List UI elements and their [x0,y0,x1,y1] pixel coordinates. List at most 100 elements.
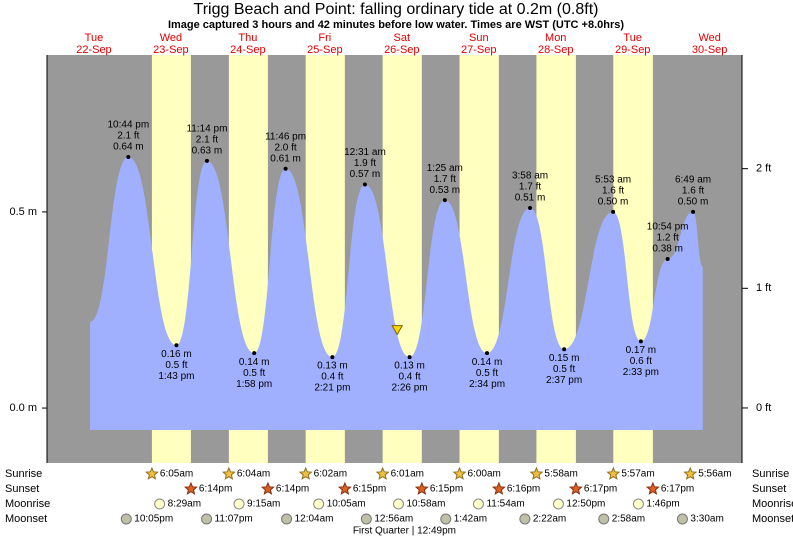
sunset-icon [491,481,506,495]
sunset-time: 6:17pm [584,484,617,495]
sunrise-time: 5:56am [698,469,731,480]
now-marker [391,325,404,336]
moonrise-time: 10:05am [327,499,366,510]
tide-point [330,355,335,360]
day-weekday: Tue [623,32,642,44]
tide-label: 2:26 pm [392,383,428,394]
moonset-icon [201,513,213,525]
tide-label: 0.15 m [549,353,580,364]
sunrise-icon [221,466,236,480]
moonset-time: 12:56am [374,514,413,525]
tide-label: 2:37 pm [546,375,582,386]
sunrise-time: 6:04am [237,469,270,480]
sunset-time: 6:16pm [507,484,540,495]
day-weekday: Wed [698,32,720,44]
sunrise-icon [375,466,390,480]
sunrise-time: 6:02am [314,469,347,480]
tide-label: 0.64 m [113,142,144,153]
moonrise-icon [233,498,245,510]
day-weekday: Wed [160,32,182,44]
moonset-time: 2:22am [533,514,566,525]
y2-tick-label: 0 ft [756,402,771,414]
sunset-time: 6:15pm [430,484,463,495]
day-date: 23-Sep [153,44,188,56]
row-label: Sunset [5,483,39,495]
moonset-time: 1:42am [454,514,487,525]
tide-point [283,166,288,171]
tide-label: 3:58 am [512,171,548,182]
tide-point [485,351,490,356]
day-weekday: Thu [238,32,257,44]
row-label: Moonset [752,513,793,525]
tide-point [252,351,257,356]
sunrise-time: 6:05am [160,469,193,480]
tide-point [528,206,533,210]
tide-label: 2.0 ft [274,142,296,153]
tide-label: 0.13 m [394,361,425,372]
tide-area [90,157,703,430]
tide-label: 0.6 ft [630,356,652,367]
moonset-time: 10:05pm [134,514,173,525]
moonrise-time: 10:58am [407,499,446,510]
chart-subtitle: Image captured 3 hours and 42 minutes be… [168,19,624,31]
sunset-time: 6:14pm [199,484,232,495]
moon-phase: First Quarter | 12:49pm [353,526,456,537]
tide-point [638,339,643,344]
sunset-time: 6:14pm [276,484,309,495]
tide-label: 2:33 pm [623,367,659,378]
tide-label: 0.5 ft [476,368,498,379]
row-label: Moonrise [5,498,50,510]
tide-label: 10:54 pm [647,222,689,233]
row-label: Sunset [752,483,786,495]
moonset-icon [120,513,132,525]
sunrise-icon [683,466,698,480]
tide-label: 1.6 ft [682,186,704,197]
tide-label: 1.2 ft [657,233,679,244]
tide-label: 1.6 ft [602,186,624,197]
sunset-icon [645,481,660,495]
tide-point [665,257,670,261]
tide-label: 0.61 m [270,153,301,164]
day-weekday: Mon [545,32,566,44]
tide-label: 0.5 ft [243,368,265,379]
tide-label: 11:46 pm [265,131,306,142]
row-label: Moonrise [752,498,793,510]
tide-label: 0.5 ft [553,364,575,375]
moonset-icon [676,513,688,525]
tide-label: 11:14 pm [186,124,227,135]
day-weekday: Sun [469,32,489,44]
sunrise-icon [452,466,467,480]
tide-label: 0.14 m [472,357,503,368]
tide-point [204,158,209,163]
sunrise-time: 6:01am [391,469,424,480]
day-date: 27-Sep [461,44,496,56]
day-date: 25-Sep [307,44,342,56]
moonrise-time: 11:54am [486,499,524,510]
tide-label: 1:43 pm [158,371,194,382]
tide-point [407,355,412,360]
tide-label: 5:53 am [595,175,631,186]
tide-point [126,155,131,159]
sunset-icon [260,481,275,495]
day-date: 22-Sep [76,44,111,56]
tide-point [174,343,179,348]
moonset-time: 3:30am [690,514,723,525]
sunrise-icon [144,466,159,480]
tide-label: 0.50 m [598,197,629,208]
day-weekday: Tue [85,32,104,44]
tide-point [562,347,567,352]
moonset-time: 11:07pm [215,514,253,525]
row-label: Moonset [5,513,47,525]
tide-label: 0.50 m [678,197,709,208]
sunrise-time: 5:58am [544,469,577,480]
tide-label: 2:21 pm [314,383,350,394]
y-tick-label: 0.5 m [9,206,37,218]
y-tick-label: 0.0 m [9,402,37,414]
tide-label: 6:49 am [675,175,711,186]
moonrise-time: 9:15am [247,499,280,510]
day-date: 26-Sep [384,44,419,56]
day-date: 30-Sep [692,44,727,56]
moonrise-icon [154,498,166,510]
day-weekday: Sat [394,32,411,44]
moonset-icon [281,513,293,525]
